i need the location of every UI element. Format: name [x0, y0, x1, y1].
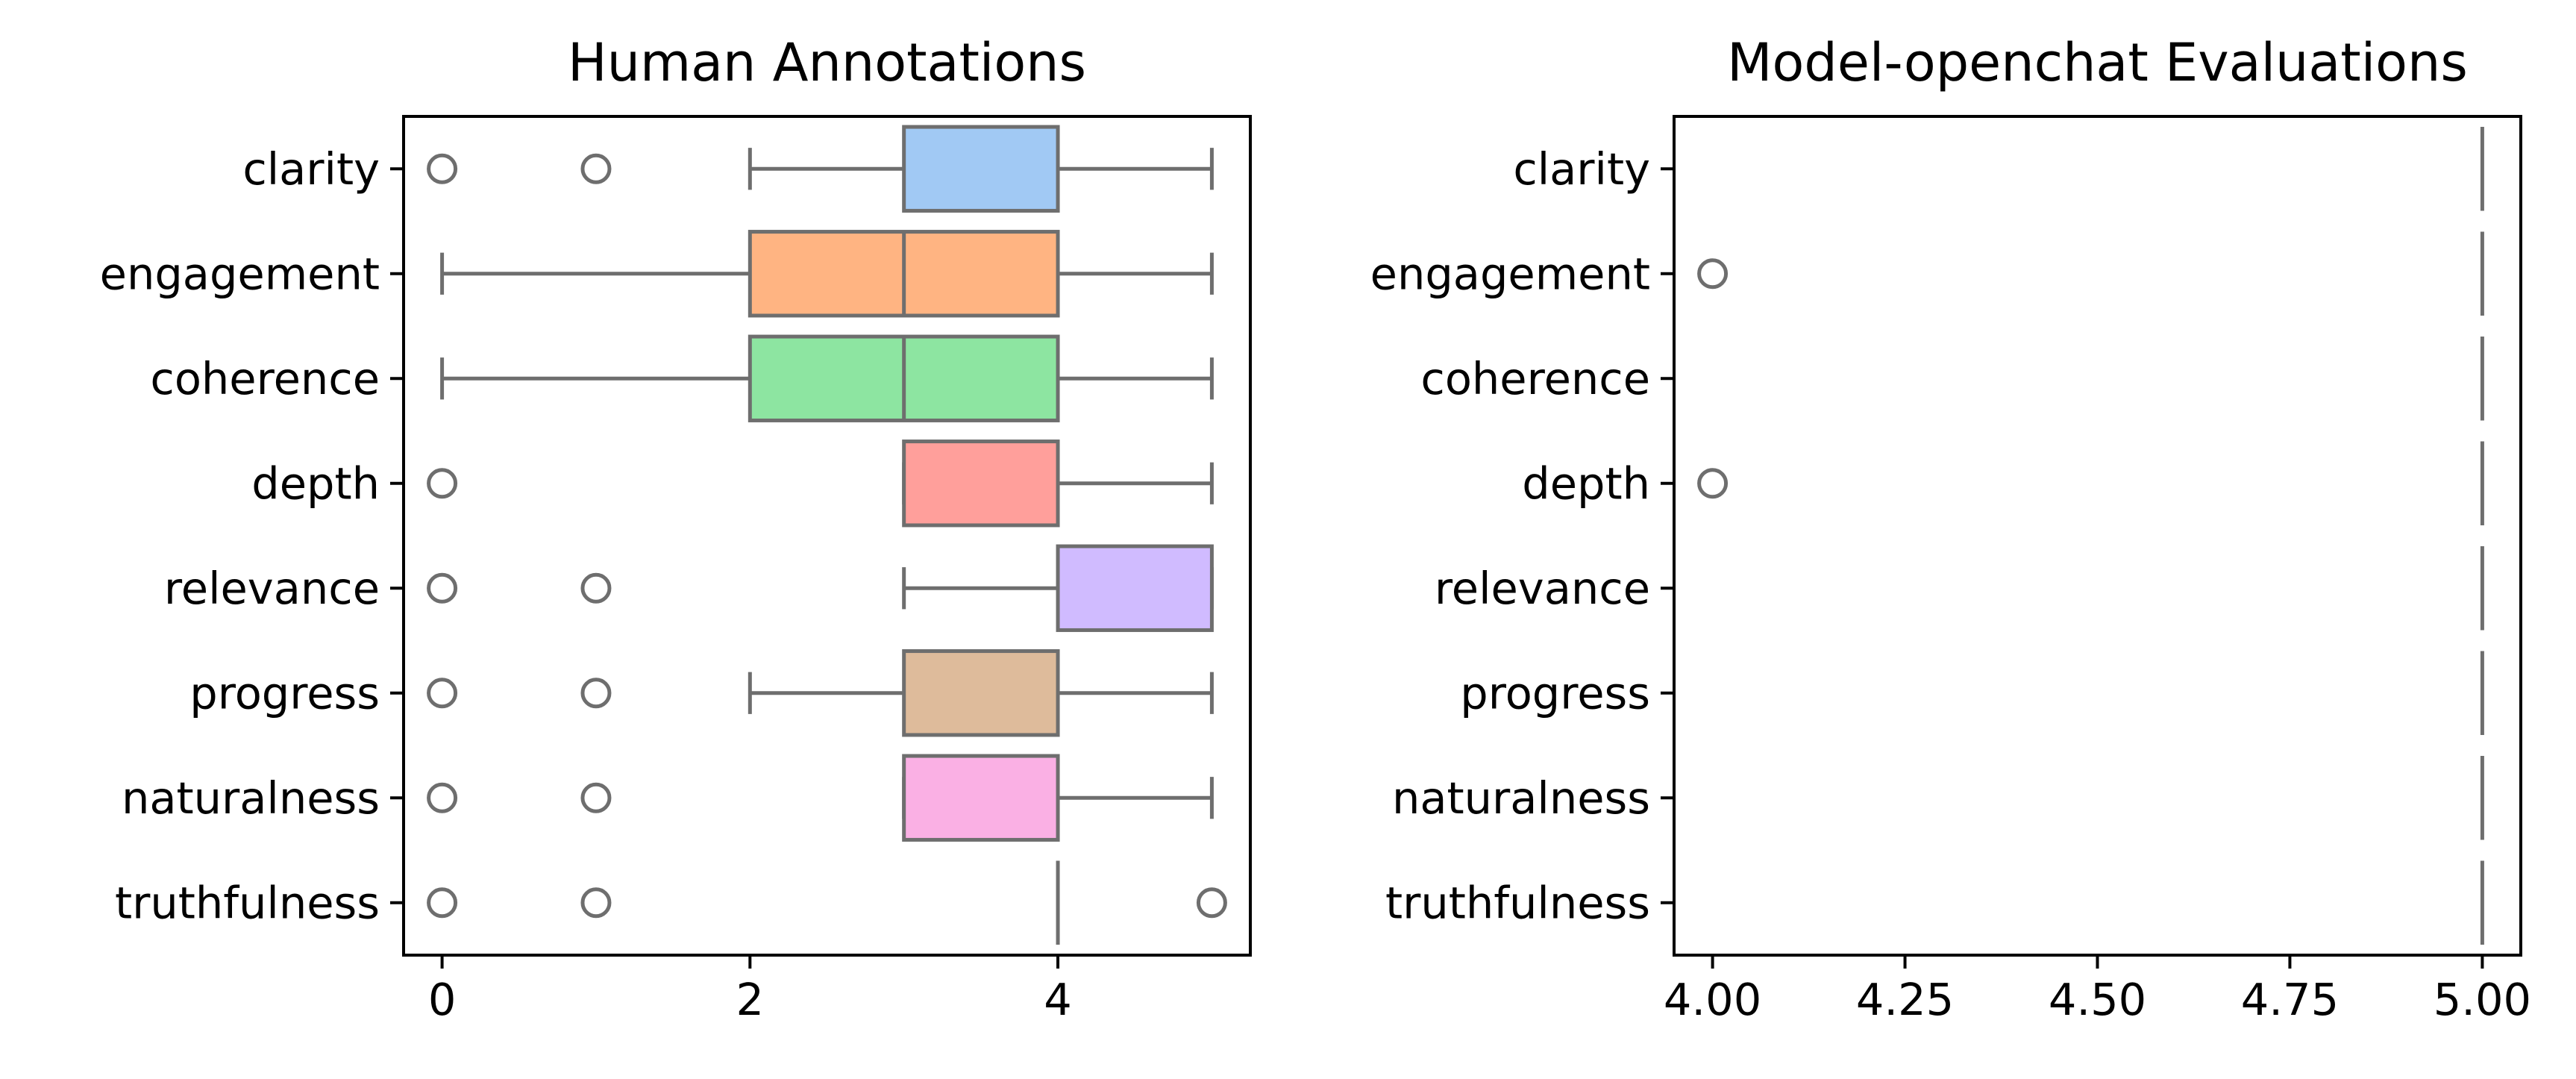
iqr-box: [902, 440, 1060, 528]
y-tick-label: progress: [1460, 667, 1650, 719]
human-annotations-chart: Human Annotations clarity engagement cohere…: [100, 32, 1252, 1025]
y-tick-label: engagement: [100, 248, 380, 299]
x-tick-label: 2: [736, 974, 765, 1025]
axes-frame: [1673, 115, 2522, 957]
y-tick-label: naturalness: [122, 772, 380, 824]
y-tick-label: coherence: [1420, 353, 1650, 404]
y-tick-label: engagement: [1370, 248, 1650, 299]
box-clarity: [427, 125, 1214, 213]
box-naturalness: [427, 754, 1214, 842]
x-tick-label: 5.00: [2434, 974, 2531, 1025]
y-tick-label: truthfulness: [115, 877, 380, 928]
iqr-box: [1056, 544, 1214, 632]
box-relevance: [427, 544, 1214, 632]
outlier-point: [427, 782, 458, 813]
chart-title: Model-openchat Evaluations: [1727, 32, 2468, 93]
y-tick-label: relevance: [1435, 563, 1650, 614]
iqr-box: [902, 125, 1060, 213]
outlier-point: [427, 678, 458, 709]
x-tick-label: 4.75: [2241, 974, 2339, 1025]
iqr-box: [902, 649, 1060, 737]
chart-title: Human Annotations: [568, 32, 1086, 93]
outlier-point: [427, 153, 458, 184]
box-engagement: [1697, 231, 2484, 316]
outlier-point: [580, 678, 612, 709]
model-openchat-evaluations-chart: Model-openchat Evaluations clarity engagem…: [1370, 32, 2531, 1025]
y-tick-label: relevance: [164, 563, 380, 614]
y-tick-label: progress: [189, 667, 380, 719]
box-depth: [1697, 441, 2484, 525]
box-engagement: [440, 230, 1214, 318]
axes-frame: [402, 115, 1252, 957]
y-tick-label: naturalness: [1392, 772, 1650, 824]
outlier-point: [427, 572, 458, 604]
y-tick-label: depth: [251, 457, 380, 509]
outlier-point: [427, 468, 458, 499]
x-tick-label: 4: [1044, 974, 1072, 1025]
outlier-point: [580, 153, 612, 184]
box-depth: [427, 440, 1214, 528]
outlier-point: [1196, 887, 1227, 919]
box-coherence: [440, 334, 1214, 422]
outlier-point: [580, 887, 612, 919]
y-tick-label: clarity: [1513, 143, 1650, 195]
outlier-point: [580, 782, 612, 813]
x-tick-label: 4.25: [1856, 974, 1954, 1025]
box-truthfulness: [427, 860, 1227, 945]
x-tick-label: 4.50: [2049, 974, 2146, 1025]
y-tick-label: truthfulness: [1385, 877, 1650, 928]
outlier-point: [427, 887, 458, 919]
outlier-point: [1697, 258, 1729, 290]
box-progress: [427, 649, 1214, 737]
y-tick-label: clarity: [242, 143, 380, 195]
y-tick-label: depth: [1522, 457, 1650, 509]
y-tick-label: coherence: [150, 353, 380, 404]
iqr-box: [902, 754, 1060, 842]
x-tick-label: 0: [428, 974, 457, 1025]
x-tick-label: 4.00: [1664, 974, 1761, 1025]
outlier-point: [1697, 468, 1729, 499]
outlier-point: [580, 572, 612, 604]
